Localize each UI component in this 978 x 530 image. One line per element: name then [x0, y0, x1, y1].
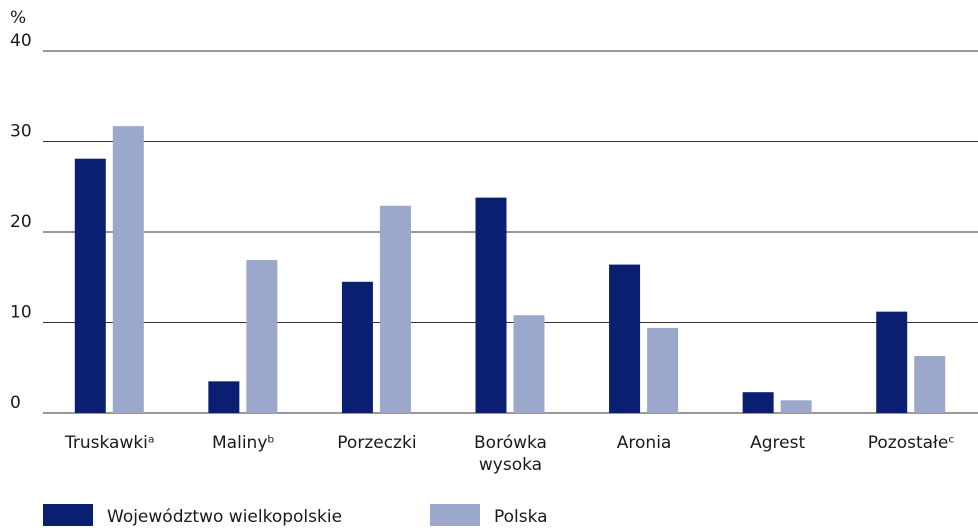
x-tick-label: Agrest — [750, 433, 805, 453]
y-tick-label: 40 — [10, 31, 32, 51]
bar — [475, 197, 507, 413]
y-tick-label: 10 — [10, 303, 32, 323]
bar — [780, 400, 812, 413]
bar — [513, 315, 545, 413]
y-tick-label: 30 — [10, 122, 32, 142]
bar — [112, 126, 144, 414]
x-tick-label: Borówka wysoka — [474, 433, 547, 475]
legend-label: Polska — [494, 507, 548, 526]
bar — [74, 158, 106, 413]
x-tick-label: Malinyᵇ — [212, 433, 275, 453]
bar — [876, 311, 908, 413]
bar — [341, 281, 373, 413]
y-axis-label: % — [10, 8, 26, 28]
bar — [246, 260, 278, 413]
bar — [647, 327, 679, 413]
bar — [379, 205, 411, 413]
y-tick-label: 20 — [10, 212, 32, 232]
legend-swatch — [430, 504, 480, 526]
bar — [208, 381, 240, 413]
legend-label: Województwo wielkopolskie — [107, 507, 342, 526]
bar — [914, 355, 946, 413]
x-tick-label: Porzeczki — [337, 433, 416, 453]
x-tick-label: Pozostałeᶜ — [868, 433, 955, 453]
bar — [742, 392, 774, 413]
legend-swatch — [43, 504, 93, 526]
y-tick-label: 0 — [10, 393, 21, 413]
x-tick-label: Aronia — [617, 433, 672, 453]
bar — [609, 264, 641, 413]
x-tick-label: Truskawkiᵃ — [64, 433, 155, 453]
